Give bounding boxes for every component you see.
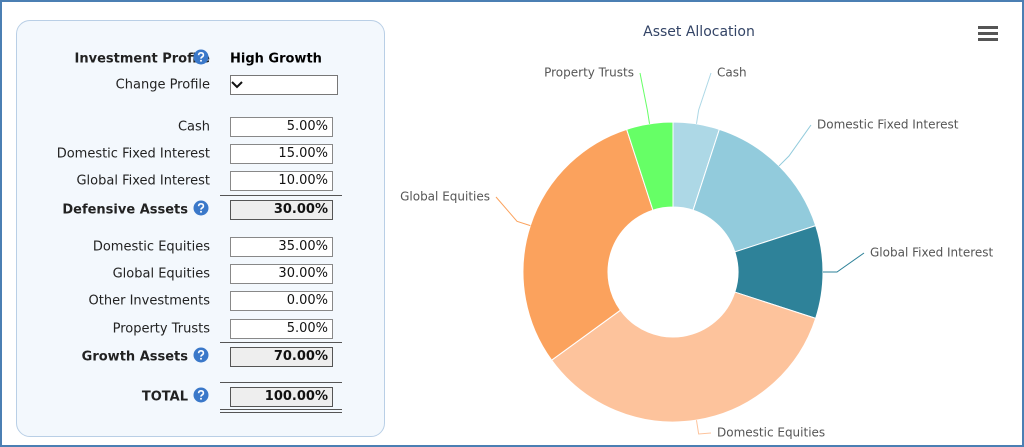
slice-label: Global Fixed Interest xyxy=(870,246,994,260)
slice-label: Global Equities xyxy=(400,190,490,204)
percent-input[interactable]: 5.00% xyxy=(230,117,333,137)
connector xyxy=(778,124,812,167)
change-profile-label: Change Profile xyxy=(115,77,210,93)
separator xyxy=(220,382,342,383)
row-label: Domestic Fixed Interest xyxy=(56,146,210,162)
donut-slice xyxy=(522,128,654,361)
menu-bar xyxy=(978,32,998,35)
slice-label: Cash xyxy=(717,66,747,80)
connector xyxy=(695,420,712,435)
total-field: 30.00% xyxy=(230,200,333,220)
menu-bar xyxy=(978,38,998,41)
row-label: Growth Assets xyxy=(81,349,188,365)
row-label: Property Trusts xyxy=(112,321,210,337)
row-label: Global Fixed Interest xyxy=(76,173,210,189)
percent-input[interactable]: 30.00% xyxy=(230,264,333,284)
total-field: 70.00% xyxy=(230,347,333,367)
chart-title: Asset Allocation xyxy=(643,24,755,40)
row-label: Domestic Equities xyxy=(92,239,210,255)
slice-label: Property Trusts xyxy=(544,66,634,80)
separator xyxy=(220,409,342,410)
separator xyxy=(220,342,342,343)
profile-select[interactable] xyxy=(230,75,338,95)
donut-slice xyxy=(626,121,674,211)
help-icon[interactable] xyxy=(193,347,209,363)
help-icon[interactable] xyxy=(193,387,209,403)
row-label: TOTAL xyxy=(141,389,188,405)
slice-label: Domestic Fixed Interest xyxy=(817,118,959,132)
row-label: Global Equities xyxy=(112,266,210,282)
connector xyxy=(639,72,651,124)
row-label: Defensive Assets xyxy=(62,202,188,218)
percent-input[interactable]: 35.00% xyxy=(230,237,333,257)
dropdown-arrow xyxy=(231,81,243,89)
connector xyxy=(495,196,531,227)
percent-input[interactable]: 10.00% xyxy=(230,171,333,191)
help-icon[interactable] xyxy=(193,49,209,65)
percent-input[interactable]: 0.00% xyxy=(230,291,333,311)
connector xyxy=(695,72,712,124)
connector xyxy=(823,252,865,273)
profile-value: High Growth xyxy=(230,51,322,67)
menu-button[interactable] xyxy=(978,26,998,41)
menu-bar xyxy=(978,26,998,29)
row-label: Other Investments xyxy=(88,293,210,309)
row-label: Cash xyxy=(177,119,210,135)
percent-input[interactable]: 5.00% xyxy=(230,319,333,339)
percent-input[interactable]: 15.00% xyxy=(230,144,333,164)
total-field: 100.00% xyxy=(230,387,333,407)
profile-label: Investment Profile xyxy=(74,51,210,67)
slice-label: Domestic Equities xyxy=(717,426,825,440)
help-icon[interactable] xyxy=(193,200,209,216)
donut-slice xyxy=(550,291,817,423)
separator xyxy=(220,195,342,196)
separator xyxy=(220,412,342,413)
